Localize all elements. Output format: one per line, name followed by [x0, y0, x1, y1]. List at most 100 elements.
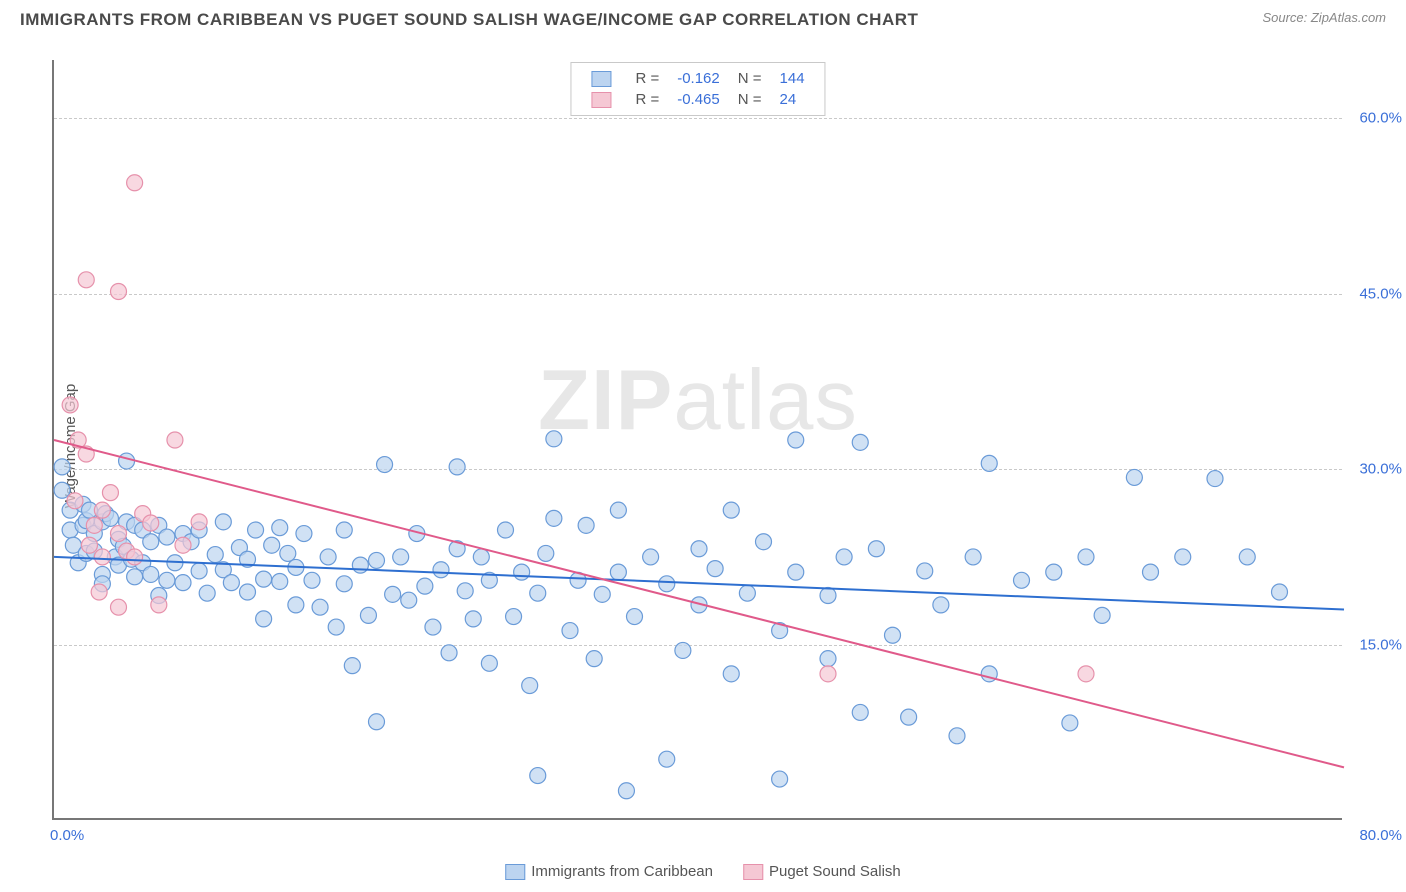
- y-tick-label: 45.0%: [1347, 285, 1402, 302]
- data-point: [248, 522, 264, 538]
- data-point: [127, 549, 143, 565]
- data-point: [457, 583, 473, 599]
- data-point: [675, 642, 691, 658]
- data-point: [159, 529, 175, 545]
- data-point: [538, 545, 554, 561]
- data-point: [81, 537, 97, 553]
- data-point: [481, 655, 497, 671]
- data-point: [788, 564, 804, 580]
- data-point: [546, 510, 562, 526]
- legend-item: Immigrants from Caribbean: [505, 863, 713, 880]
- data-point: [449, 459, 465, 475]
- data-point: [352, 557, 368, 573]
- chart-area: ZIPatlas R = -0.162 N = 144 R = -0.465 N…: [52, 60, 1342, 820]
- data-point: [304, 572, 320, 588]
- data-point: [901, 709, 917, 725]
- data-point: [506, 609, 522, 625]
- data-point: [473, 549, 489, 565]
- data-point: [102, 485, 118, 501]
- legend-r-value: -0.465: [669, 90, 728, 109]
- data-point: [562, 623, 578, 639]
- data-point: [659, 576, 675, 592]
- data-point: [272, 573, 288, 589]
- legend-item: Puget Sound Salish: [743, 863, 901, 880]
- data-point: [441, 645, 457, 661]
- data-point: [1014, 572, 1030, 588]
- data-point: [594, 586, 610, 602]
- data-point: [127, 175, 143, 191]
- data-point: [280, 545, 296, 561]
- data-point: [328, 619, 344, 635]
- y-tick-label: 60.0%: [1347, 110, 1402, 127]
- data-point: [223, 575, 239, 591]
- data-point: [788, 432, 804, 448]
- data-point: [852, 434, 868, 450]
- data-point: [933, 597, 949, 613]
- data-point: [820, 651, 836, 667]
- data-point: [336, 522, 352, 538]
- data-point: [94, 502, 110, 518]
- data-point: [1126, 469, 1142, 485]
- y-tick-label: 30.0%: [1347, 461, 1402, 478]
- data-point: [578, 517, 594, 533]
- data-point: [296, 526, 312, 542]
- data-point: [723, 502, 739, 518]
- data-point: [610, 502, 626, 518]
- data-point: [312, 599, 328, 615]
- data-point: [417, 578, 433, 594]
- legend-swatch: [591, 92, 611, 108]
- data-point: [691, 541, 707, 557]
- data-point: [369, 552, 385, 568]
- legend-swatch: [743, 864, 763, 880]
- data-point: [659, 751, 675, 767]
- legend-swatch: [505, 864, 525, 880]
- data-point: [111, 284, 127, 300]
- data-point: [272, 520, 288, 536]
- data-point: [91, 584, 107, 600]
- data-point: [344, 658, 360, 674]
- legend-n-value: 24: [772, 90, 813, 109]
- data-point: [836, 549, 852, 565]
- legend-n-label: N =: [730, 90, 770, 109]
- data-point: [94, 549, 110, 565]
- data-point: [393, 549, 409, 565]
- data-point: [143, 515, 159, 531]
- series-name: Immigrants from Caribbean: [531, 863, 713, 880]
- data-point: [151, 597, 167, 613]
- data-point: [143, 534, 159, 550]
- data-point: [1239, 549, 1255, 565]
- data-point: [756, 534, 772, 550]
- data-point: [514, 564, 530, 580]
- data-point: [1078, 666, 1094, 682]
- data-point: [425, 619, 441, 635]
- data-point: [820, 588, 836, 604]
- data-point: [1175, 549, 1191, 565]
- x-tick-min: 0.0%: [50, 827, 84, 844]
- data-point: [852, 704, 868, 720]
- data-point: [360, 607, 376, 623]
- x-tick-max: 80.0%: [1359, 827, 1402, 844]
- data-point: [401, 592, 417, 608]
- legend-r-label: R =: [627, 90, 667, 109]
- data-point: [54, 459, 70, 475]
- data-point: [1094, 607, 1110, 623]
- data-point: [522, 678, 538, 694]
- legend-r-label: R =: [627, 69, 667, 88]
- data-point: [618, 783, 634, 799]
- legend-swatch: [591, 71, 611, 87]
- data-point: [320, 549, 336, 565]
- data-point: [215, 514, 231, 530]
- data-point: [772, 771, 788, 787]
- data-point: [965, 549, 981, 565]
- data-point: [111, 526, 127, 542]
- data-point: [868, 541, 884, 557]
- data-point: [917, 563, 933, 579]
- legend-row: R = -0.162 N = 144: [583, 69, 812, 88]
- data-point: [586, 651, 602, 667]
- data-point: [256, 611, 272, 627]
- scatter-plot: [54, 60, 1342, 818]
- trend-line: [54, 440, 1344, 767]
- data-point: [498, 522, 514, 538]
- data-point: [627, 609, 643, 625]
- data-point: [111, 599, 127, 615]
